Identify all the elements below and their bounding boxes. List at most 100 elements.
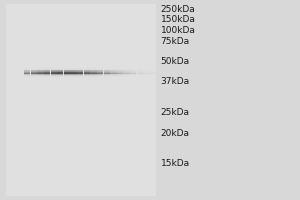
Bar <box>64 69 70 70</box>
Bar <box>150 70 156 71</box>
Bar <box>90 75 97 76</box>
Bar <box>50 68 57 69</box>
Text: 20kDa: 20kDa <box>160 130 190 139</box>
Bar <box>31 70 37 71</box>
Bar <box>117 71 123 72</box>
Bar <box>77 70 83 71</box>
Bar <box>57 76 64 77</box>
Bar <box>24 76 30 77</box>
Bar <box>70 75 77 76</box>
Bar <box>143 70 150 71</box>
Bar <box>117 68 123 69</box>
Text: 250kDa: 250kDa <box>160 4 195 14</box>
Bar <box>57 72 64 73</box>
Bar <box>110 68 116 69</box>
Bar <box>117 70 123 71</box>
Bar <box>31 76 37 77</box>
Bar <box>84 73 90 74</box>
Bar <box>24 69 30 70</box>
Bar <box>143 76 150 77</box>
Bar <box>37 67 44 68</box>
Bar <box>37 69 44 70</box>
Bar <box>57 74 64 75</box>
Bar <box>117 73 123 74</box>
Bar <box>117 77 123 78</box>
Bar <box>24 68 30 69</box>
Bar <box>150 68 156 69</box>
Bar <box>77 69 83 70</box>
Bar <box>117 68 123 69</box>
Text: 100kDa: 100kDa <box>160 26 195 35</box>
Bar <box>110 74 116 75</box>
Bar <box>57 77 64 78</box>
Bar <box>70 76 77 77</box>
Bar <box>37 68 44 69</box>
Bar <box>24 70 30 71</box>
Bar <box>31 76 37 77</box>
Bar <box>24 76 30 77</box>
Bar <box>24 71 30 72</box>
Bar <box>124 70 130 71</box>
Bar <box>70 69 77 70</box>
Bar <box>137 70 143 71</box>
Bar <box>110 71 116 72</box>
Bar <box>117 70 123 71</box>
Bar <box>24 68 30 69</box>
Bar <box>90 76 97 77</box>
Bar <box>84 73 90 74</box>
Bar <box>57 71 64 72</box>
Bar <box>143 71 150 72</box>
Bar <box>70 71 77 72</box>
Bar <box>84 76 90 77</box>
Bar <box>31 73 37 74</box>
Bar <box>44 76 50 77</box>
Bar <box>130 77 136 78</box>
Bar <box>50 68 57 69</box>
Bar <box>137 67 143 68</box>
Bar <box>90 70 97 71</box>
Bar <box>137 70 143 71</box>
Bar <box>130 67 136 68</box>
Bar <box>57 70 64 71</box>
Bar <box>110 73 116 74</box>
Text: 15kDa: 15kDa <box>160 160 190 168</box>
Bar <box>130 72 136 73</box>
Bar <box>24 73 30 74</box>
Bar <box>64 74 70 75</box>
Bar <box>24 67 30 68</box>
Bar <box>70 73 77 74</box>
Bar <box>84 77 90 78</box>
Bar <box>103 76 110 77</box>
Bar <box>84 76 90 77</box>
Bar <box>137 74 143 75</box>
Bar <box>97 76 103 77</box>
Bar <box>70 72 77 73</box>
Bar <box>84 71 90 72</box>
Bar <box>31 73 37 74</box>
Bar <box>44 75 50 76</box>
Bar <box>50 70 57 71</box>
Bar <box>124 77 130 78</box>
Bar <box>143 73 150 74</box>
Bar <box>90 70 97 71</box>
Bar <box>57 68 64 69</box>
Bar <box>143 72 150 73</box>
Bar <box>44 67 50 68</box>
Bar <box>124 76 130 77</box>
Bar <box>57 76 64 77</box>
Bar <box>64 77 70 78</box>
Bar <box>64 68 70 69</box>
Bar <box>50 67 57 68</box>
Bar <box>117 67 123 68</box>
Bar <box>117 72 123 73</box>
Bar <box>90 67 97 68</box>
Bar <box>150 71 156 72</box>
Bar <box>24 73 30 74</box>
Bar <box>130 76 136 77</box>
Bar <box>57 73 64 74</box>
Bar <box>103 68 110 69</box>
Bar <box>57 73 64 74</box>
Bar <box>70 68 77 69</box>
Bar <box>77 76 83 77</box>
Bar <box>50 73 57 74</box>
